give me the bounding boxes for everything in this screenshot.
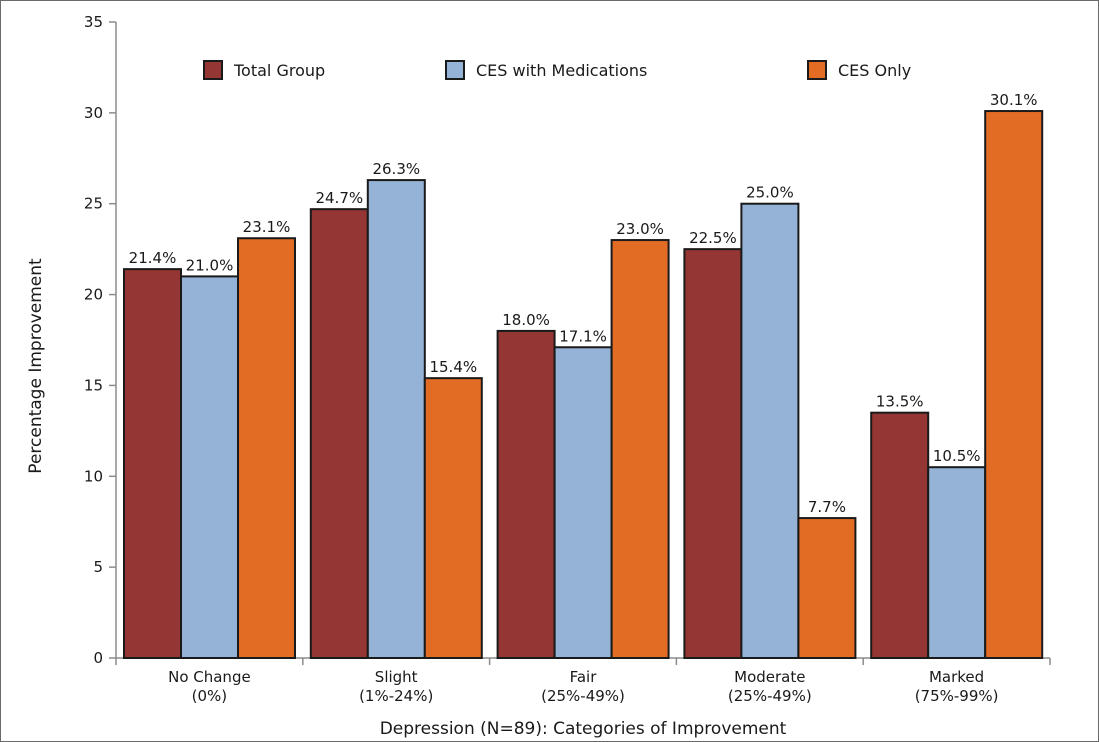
- data-label: 23.0%: [616, 220, 664, 238]
- y-tick-label: 15: [84, 376, 103, 394]
- y-axis: 0 5 10 15 20 25 30 35: [84, 13, 117, 667]
- category-label: Moderate: [734, 668, 805, 686]
- bar: [366, 179, 426, 659]
- y-tick-label: 35: [84, 13, 103, 31]
- category-sublabel: (1%-24%): [359, 687, 433, 705]
- data-label: 10.5%: [933, 447, 981, 465]
- data-label: 26.3%: [372, 160, 420, 178]
- data-label: 30.1%: [990, 91, 1038, 109]
- data-label: 23.1%: [243, 218, 291, 236]
- data-label: 17.1%: [559, 327, 607, 345]
- category-sublabel: (0%): [192, 687, 228, 705]
- data-labels: 21.4% 24.7% 18.0% 22.5% 13.5% 21.0% 26.3% 17.1%…: [129, 91, 1038, 516]
- category-sublabel: (25%-49%): [541, 687, 625, 705]
- data-label: 13.5%: [876, 393, 924, 411]
- legend-label: Total Group: [233, 61, 325, 80]
- y-tick-label: 0: [93, 649, 103, 667]
- category-label: Slight: [375, 668, 418, 686]
- bar: [309, 208, 369, 659]
- data-label: 25.0%: [746, 184, 794, 202]
- bar: [740, 202, 800, 659]
- data-label: 24.7%: [315, 189, 363, 207]
- x-axis-title: Depression (N=89): Categories of Improve…: [380, 719, 787, 739]
- bars: [123, 110, 1044, 660]
- data-label: 15.4%: [429, 358, 477, 376]
- category-label: No Change: [168, 668, 251, 686]
- bar: [610, 239, 670, 660]
- legend-label: CES with Medications: [476, 61, 647, 80]
- data-label: 21.0%: [186, 256, 234, 274]
- category-sublabel: (25%-49%): [728, 687, 812, 705]
- y-axis-title: Percentage Improvement: [26, 258, 46, 474]
- category-sublabel: (75%-99%): [915, 687, 999, 705]
- legend: Total Group CES with Medications CES Only: [203, 60, 911, 80]
- y-tick-label: 30: [84, 104, 103, 122]
- bar: [683, 248, 743, 659]
- bar: [237, 237, 296, 660]
- bar: [927, 466, 987, 660]
- bar: [496, 329, 556, 659]
- bar: [797, 517, 857, 660]
- y-tick-label: 5: [93, 558, 103, 576]
- legend-swatch: [807, 60, 827, 80]
- category-label: Fair: [570, 668, 598, 686]
- y-tick-label: 25: [84, 195, 103, 213]
- y-tick-label: 20: [84, 286, 103, 304]
- bar: [984, 110, 1044, 660]
- bar: [180, 275, 239, 659]
- data-label: 18.0%: [502, 311, 550, 329]
- bar: [423, 377, 483, 659]
- legend-label: CES Only: [838, 61, 911, 80]
- data-label: 7.7%: [808, 498, 846, 516]
- legend-swatch: [203, 60, 223, 80]
- legend-swatch: [445, 60, 465, 80]
- bar: [553, 346, 613, 659]
- bar: [870, 411, 930, 659]
- data-label: 22.5%: [689, 229, 737, 247]
- bar: [123, 268, 182, 659]
- category-label: Marked: [929, 668, 984, 686]
- data-label: 21.4%: [129, 249, 177, 267]
- y-tick-label: 10: [84, 467, 103, 485]
- x-axis: No Change(0%)Slight(1%-24%)Fair(25%-49%)…: [115, 657, 1051, 705]
